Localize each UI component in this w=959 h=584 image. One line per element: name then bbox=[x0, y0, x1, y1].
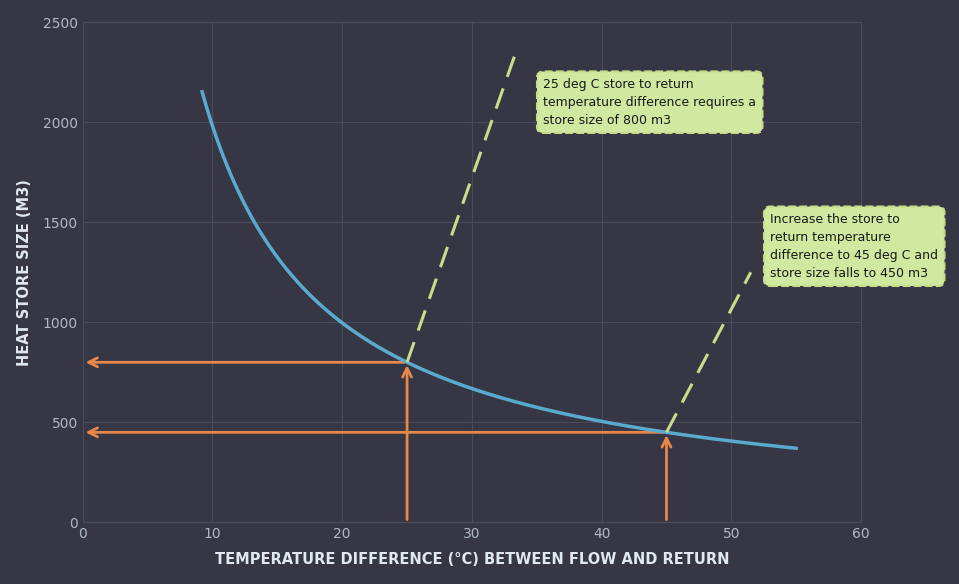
X-axis label: TEMPERATURE DIFFERENCE (°C) BETWEEN FLOW AND RETURN: TEMPERATURE DIFFERENCE (°C) BETWEEN FLOW… bbox=[215, 552, 729, 567]
Text: Increase the store to
return temperature
difference to 45 deg C and
store size f: Increase the store to return temperature… bbox=[770, 213, 938, 280]
Y-axis label: HEAT STORE SIZE (M3): HEAT STORE SIZE (M3) bbox=[16, 179, 32, 366]
Text: 25 deg C store to return
temperature difference requires a
store size of 800 m3: 25 deg C store to return temperature dif… bbox=[543, 78, 757, 127]
